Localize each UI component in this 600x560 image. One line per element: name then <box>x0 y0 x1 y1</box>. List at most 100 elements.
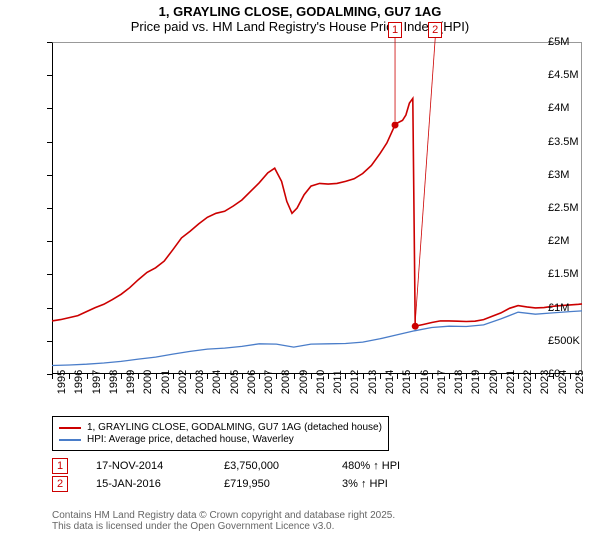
x-tick <box>69 374 70 379</box>
x-tick <box>242 374 243 379</box>
title-address: 1, GRAYLING CLOSE, GODALMING, GU7 1AG <box>0 4 600 19</box>
x-tick <box>207 374 208 379</box>
x-tick <box>484 374 485 379</box>
y-tick-label: £2.5M <box>548 202 596 214</box>
x-tick-label: 1998 <box>108 370 120 394</box>
y-tick <box>47 341 52 342</box>
x-tick <box>501 374 502 379</box>
y-tick <box>47 274 52 275</box>
sale-date: 15-JAN-2016 <box>96 478 196 490</box>
sale-price: £3,750,000 <box>224 460 314 472</box>
y-tick <box>47 308 52 309</box>
x-tick <box>415 374 416 379</box>
x-tick-label: 2022 <box>522 370 534 394</box>
x-tick <box>276 374 277 379</box>
sale-marker-2: 2 <box>428 22 442 38</box>
x-tick-label: 2014 <box>384 370 396 394</box>
x-tick-label: 2010 <box>315 370 327 394</box>
x-tick-label: 2004 <box>211 370 223 394</box>
x-tick <box>432 374 433 379</box>
legend-swatch-price-paid <box>59 427 81 429</box>
y-tick-label: £5M <box>548 36 596 48</box>
legend-label-hpi: HPI: Average price, detached house, Wave… <box>87 434 294 445</box>
x-tick <box>380 374 381 379</box>
y-tick <box>47 108 52 109</box>
x-tick-label: 1996 <box>73 370 85 394</box>
footer-line1: Contains HM Land Registry data © Crown c… <box>52 510 395 521</box>
x-tick-label: 2012 <box>349 370 361 394</box>
x-tick <box>138 374 139 379</box>
x-tick <box>311 374 312 379</box>
x-tick <box>156 374 157 379</box>
x-tick <box>518 374 519 379</box>
x-tick-label: 2025 <box>574 370 586 394</box>
plot-area <box>52 42 582 374</box>
y-tick <box>47 241 52 242</box>
x-tick-label: 2011 <box>332 370 344 394</box>
sale-delta: 3% ↑ HPI <box>342 478 452 490</box>
y-tick <box>47 208 52 209</box>
legend-swatch-hpi <box>59 439 81 441</box>
sale-delta: 480% ↑ HPI <box>342 460 452 472</box>
x-tick-label: 2005 <box>229 370 241 394</box>
y-tick-label: £3.5M <box>548 136 596 148</box>
y-tick-label: £2M <box>548 235 596 247</box>
x-tick-label: 2019 <box>470 370 482 394</box>
x-tick <box>535 374 536 379</box>
y-tick-label: £3M <box>548 169 596 181</box>
x-tick-label: 1999 <box>125 370 137 394</box>
sale-date: 17-NOV-2014 <box>96 460 196 472</box>
x-tick-label: 2013 <box>367 370 379 394</box>
sale-row-2: 215-JAN-2016£719,9503% ↑ HPI <box>52 476 592 492</box>
x-tick-label: 2016 <box>419 370 431 394</box>
y-tick-label: £1.5M <box>548 268 596 280</box>
x-tick-label: 1997 <box>91 370 103 394</box>
sale-row-marker-1: 1 <box>52 458 68 474</box>
x-tick-label: 2008 <box>280 370 292 394</box>
sale-data-rows: 1 17-NOV-2014 £3,750,000 480% ↑ HPI 2 15-JAN-… <box>52 456 592 494</box>
x-tick <box>345 374 346 379</box>
x-tick <box>259 374 260 379</box>
sale-row-marker-2: 2 <box>52 476 68 492</box>
sale-row-1: 1 17-NOV-2014 £3,750,000 480% ↑ HPI <box>52 458 592 474</box>
y-tick-label: £4.5M <box>548 69 596 81</box>
x-tick-label: 2000 <box>142 370 154 394</box>
title-block: 1, GRAYLING CLOSE, GODALMING, GU7 1AG Pr… <box>0 0 600 34</box>
y-tick-label: £1M <box>548 302 596 314</box>
x-tick-label: 2015 <box>401 370 413 394</box>
legend-label-price-paid: 1, GRAYLING CLOSE, GODALMING, GU7 1AG (d… <box>87 422 382 433</box>
x-tick <box>328 374 329 379</box>
x-tick <box>121 374 122 379</box>
x-tick-label: 1995 <box>56 370 68 394</box>
x-tick-label: 2001 <box>160 370 172 394</box>
x-tick-label: 2023 <box>539 370 551 394</box>
x-tick <box>466 374 467 379</box>
y-tick <box>47 42 52 43</box>
x-tick <box>190 374 191 379</box>
y-tick <box>47 175 52 176</box>
x-tick <box>553 374 554 379</box>
x-tick-label: 2003 <box>194 370 206 394</box>
x-tick <box>173 374 174 379</box>
title-subtitle: Price paid vs. HM Land Registry's House … <box>0 19 600 34</box>
chart-container: 1, GRAYLING CLOSE, GODALMING, GU7 1AG Pr… <box>0 0 600 560</box>
legend-item-hpi: HPI: Average price, detached house, Wave… <box>59 434 382 445</box>
footer: Contains HM Land Registry data © Crown c… <box>52 510 395 532</box>
x-tick <box>363 374 364 379</box>
x-tick-label: 2018 <box>453 370 465 394</box>
x-tick-label: 2021 <box>505 370 517 394</box>
x-tick <box>104 374 105 379</box>
x-tick-label: 2007 <box>263 370 275 394</box>
x-tick-label: 2017 <box>436 370 448 394</box>
y-tick-label: £500K <box>548 335 596 347</box>
x-tick <box>570 374 571 379</box>
legend-item-price-paid: 1, GRAYLING CLOSE, GODALMING, GU7 1AG (d… <box>59 422 382 433</box>
x-tick <box>225 374 226 379</box>
footer-line2: This data is licensed under the Open Gov… <box>52 521 395 532</box>
x-tick <box>52 374 53 379</box>
x-tick-label: 2020 <box>488 370 500 394</box>
x-tick <box>294 374 295 379</box>
y-tick-label: £0 <box>548 368 596 380</box>
y-tick-label: £4M <box>548 102 596 114</box>
sale-marker-1: 1 <box>388 22 402 38</box>
